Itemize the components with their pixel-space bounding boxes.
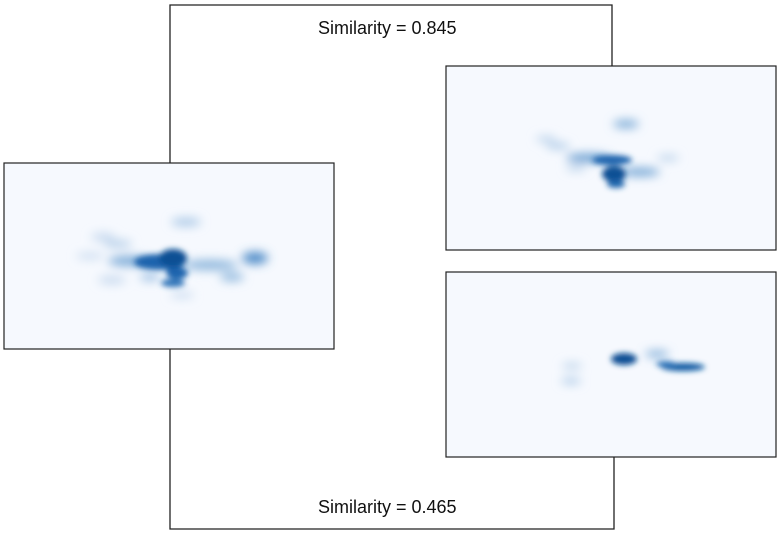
connector-top [169,4,613,163]
heatmap-match-1 [445,65,777,251]
connector-bottom [169,349,615,530]
heatmap-query [3,162,335,350]
similarity-label-bottom: Similarity = 0.465 [318,497,457,517]
similarity-label-top: Similarity = 0.845 [318,18,457,38]
heatmap-match-2 [445,271,777,458]
